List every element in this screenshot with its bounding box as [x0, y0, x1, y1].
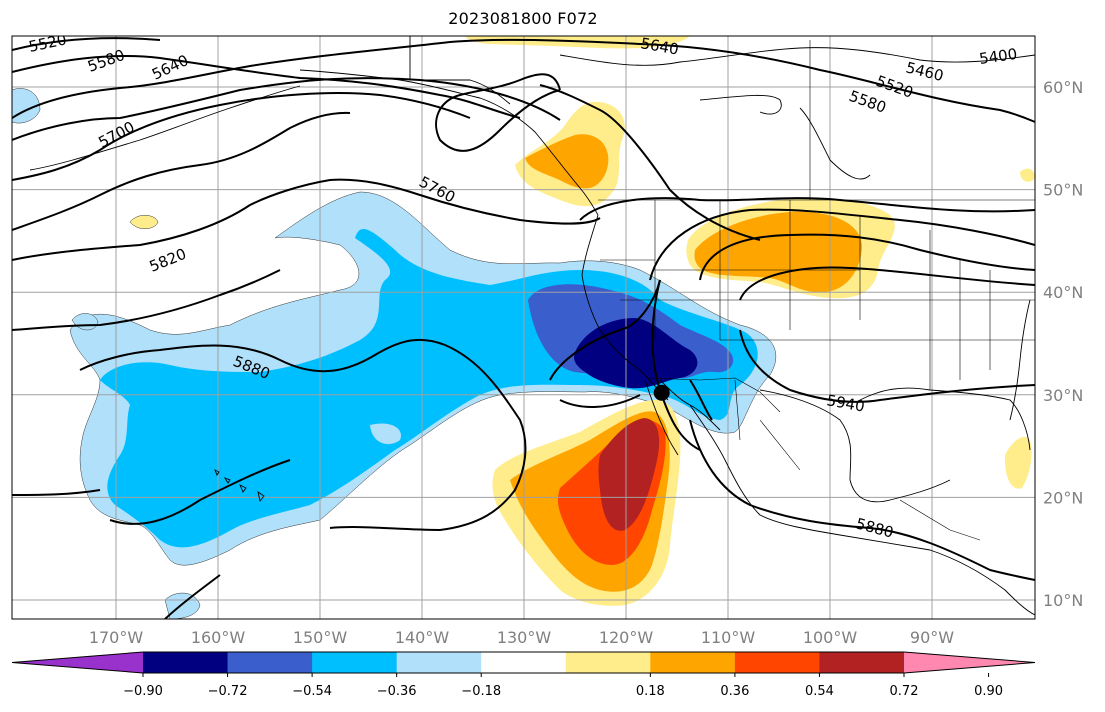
contour-label: 5400: [978, 45, 1018, 68]
longitude-label: 160°W: [191, 628, 246, 647]
colorbar-bin: [481, 652, 567, 673]
positive-anomaly-florida: [1004, 436, 1032, 489]
longitude-label: 120°W: [599, 628, 654, 647]
coastlines: [29, 36, 1035, 616]
latitude-label: 50°N: [1043, 181, 1083, 200]
longitude-label: 150°W: [293, 628, 348, 647]
latitude-label: 60°N: [1043, 78, 1083, 97]
latitude-label: 10°N: [1043, 591, 1083, 610]
map-frame: [11, 35, 1036, 620]
colorbar-bin: [565, 652, 651, 673]
colorbar-over-extension: [904, 652, 1035, 673]
colorbar-tick-label: −0.72: [208, 684, 248, 699]
latitude-label: 30°N: [1043, 386, 1083, 405]
colorbar-bin: [650, 652, 736, 673]
longitude-label: 140°W: [395, 628, 450, 647]
latitude-labels: 60°N 50°N 40°N 30°N 20°N 10°N: [1043, 78, 1083, 610]
latitude-label: 40°N: [1043, 283, 1083, 302]
colorbar-tick-label: −0.36: [377, 684, 417, 699]
longitude-labels: 170°W 160°W 150°W 140°W 130°W 120°W 110°W 100°W…: [89, 628, 954, 647]
longitude-label: 100°W: [803, 628, 858, 647]
colorbar-bin: [396, 652, 482, 673]
colorbar-tick-label: 0.72: [890, 684, 919, 699]
colorbar-tick-label: 0.54: [805, 684, 834, 699]
latitude-label: 20°N: [1043, 488, 1083, 507]
colorbar-tick-label: 0.18: [636, 684, 665, 699]
longitude-label: 130°W: [497, 628, 552, 647]
colorbar-under-extension: [12, 652, 143, 673]
colorbar-bin: [312, 652, 398, 673]
colorbar-bin: [819, 652, 905, 673]
map-title: 2023081800 F072: [448, 9, 598, 28]
colorbar-tick-label: −0.54: [292, 684, 332, 699]
colorbar-bin: [734, 652, 820, 673]
map-plot-area: 5520 5580 5640 5700 5760 5820 5880 5640 …: [12, 34, 1035, 619]
storm-center-marker: [653, 384, 670, 401]
colorbar-tick-label: −0.90: [123, 684, 163, 699]
colorbar-bin: [143, 652, 229, 673]
colorbar: −0.90 −0.72 −0.54 −0.36 −0.18 0.18 0.36 0.54 0.7…: [11, 651, 1036, 699]
colorbar-tick-label: −0.18: [461, 684, 501, 699]
colorbar-tick-label: 0.90: [974, 684, 1003, 699]
longitude-label: 110°W: [701, 628, 756, 647]
colorbar-bin: [227, 652, 313, 673]
longitude-label: 170°W: [89, 628, 144, 647]
colorbar-tick-label: 0.36: [720, 684, 749, 699]
height-contours: [12, 37, 1035, 619]
contour-label: 5640: [639, 34, 680, 58]
longitude-label: 90°W: [910, 628, 954, 647]
